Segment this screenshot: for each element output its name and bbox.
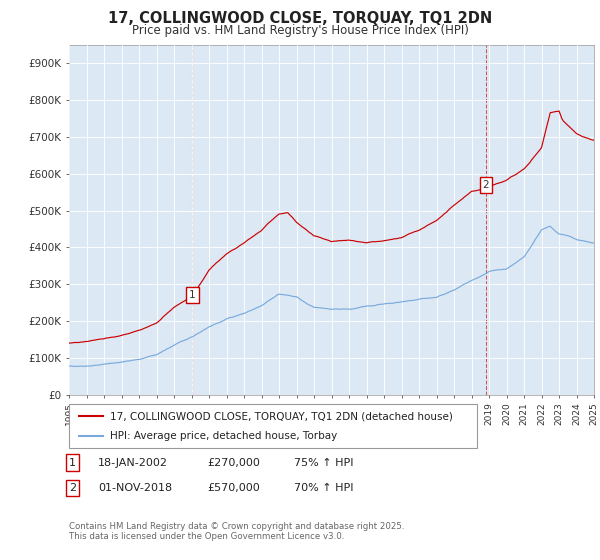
- Text: £270,000: £270,000: [207, 458, 260, 468]
- Text: 2: 2: [483, 180, 490, 190]
- Text: Price paid vs. HM Land Registry's House Price Index (HPI): Price paid vs. HM Land Registry's House …: [131, 24, 469, 36]
- Text: 17, COLLINGWOOD CLOSE, TORQUAY, TQ1 2DN: 17, COLLINGWOOD CLOSE, TORQUAY, TQ1 2DN: [108, 11, 492, 26]
- Text: 2: 2: [69, 483, 76, 493]
- FancyBboxPatch shape: [69, 404, 477, 448]
- Text: 75% ↑ HPI: 75% ↑ HPI: [294, 458, 353, 468]
- Text: 18-JAN-2002: 18-JAN-2002: [98, 458, 168, 468]
- Text: £570,000: £570,000: [207, 483, 260, 493]
- Text: 1: 1: [189, 290, 196, 300]
- Text: 17, COLLINGWOOD CLOSE, TORQUAY, TQ1 2DN (detached house): 17, COLLINGWOOD CLOSE, TORQUAY, TQ1 2DN …: [110, 411, 452, 421]
- Text: 01-NOV-2018: 01-NOV-2018: [98, 483, 172, 493]
- Text: 70% ↑ HPI: 70% ↑ HPI: [294, 483, 353, 493]
- Text: HPI: Average price, detached house, Torbay: HPI: Average price, detached house, Torb…: [110, 431, 337, 441]
- Text: Contains HM Land Registry data © Crown copyright and database right 2025.
This d: Contains HM Land Registry data © Crown c…: [69, 522, 404, 542]
- Text: 1: 1: [69, 458, 76, 468]
